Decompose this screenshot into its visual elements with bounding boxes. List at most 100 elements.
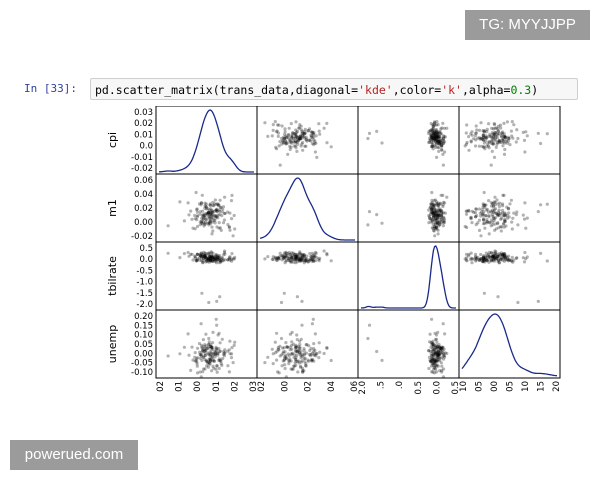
- point-m1-vs-cpi: [210, 208, 214, 212]
- point-m1-vs-tbilrate: [441, 204, 445, 209]
- point-m1-vs-unemp: [484, 214, 488, 218]
- point-tbilrate-vs-m1: [282, 291, 286, 295]
- point-cpi-vs-m1: [300, 133, 305, 137]
- point-tbilrate-vs-cpi: [211, 259, 215, 263]
- point-cpi-vs-m1: [309, 139, 313, 143]
- ytick-label: 0.00: [134, 349, 153, 359]
- point-cpi-vs-m1: [290, 141, 294, 145]
- point-m1-vs-cpi: [214, 202, 218, 206]
- point-cpi-vs-unemp: [483, 129, 487, 133]
- point-m1-vs-tbilrate: [435, 214, 439, 218]
- point-m1-vs-unemp: [496, 214, 500, 218]
- point-cpi-vs-m1: [290, 134, 294, 138]
- point-cpi-vs-m1: [274, 145, 278, 149]
- point-cpi-vs-unemp: [503, 147, 507, 152]
- point-cpi-vs-tbilrate: [432, 130, 436, 135]
- point-unemp-vs-m1: [312, 342, 316, 346]
- axis-label-tbilrate: tbilrate: [106, 256, 119, 296]
- point-unemp-vs-cpi: [201, 370, 205, 374]
- point-cpi-vs-unemp: [497, 138, 502, 142]
- point-cpi-vs-m1: [302, 132, 306, 136]
- point-m1-vs-cpi: [217, 204, 221, 208]
- point-tbilrate-vs-cpi: [228, 258, 232, 262]
- xtick-label: 00: [280, 381, 290, 392]
- point-tbilrate-vs-unemp: [501, 253, 505, 257]
- point-unemp-vs-tbilrate: [434, 345, 438, 350]
- point-m1-vs-cpi: [205, 212, 210, 217]
- point-cpi-vs-m1: [285, 135, 289, 139]
- point-unemp-vs-m1: [304, 351, 308, 355]
- point-cpi-vs-unemp: [483, 147, 487, 151]
- point-m1-vs-unemp: [492, 208, 496, 212]
- point-cpi-vs-m1: [281, 139, 285, 143]
- point-cpi-vs-unemp: [510, 120, 514, 124]
- point-tbilrate-vs-unemp: [499, 257, 503, 261]
- point-cpi-vs-m1: [309, 133, 313, 137]
- point-unemp-vs-cpi: [204, 348, 208, 353]
- point-tbilrate-vs-cpi: [193, 256, 197, 260]
- point-tbilrate-vs-unemp: [477, 258, 481, 263]
- point-cpi-vs-tbilrate: [435, 139, 439, 143]
- point-cpi-vs-unemp: [469, 140, 473, 144]
- point-cpi-vs-tbilrate: [433, 137, 437, 141]
- xtick-label: 15: [537, 381, 547, 392]
- point-cpi-vs-unemp: [479, 136, 483, 140]
- point-unemp-vs-tbilrate: [436, 353, 440, 357]
- point-tbilrate-vs-m1: [292, 258, 296, 262]
- point-unemp-vs-cpi: [223, 350, 227, 355]
- point-m1-vs-tbilrate: [429, 205, 433, 209]
- point-tbilrate-vs-m1: [299, 257, 303, 261]
- point-cpi-vs-m1: [288, 140, 292, 144]
- point-tbilrate-vs-cpi: [202, 250, 206, 254]
- point-cpi-vs-unemp: [474, 138, 478, 142]
- point-m1-vs-cpi: [201, 209, 205, 213]
- point-m1-vs-unemp: [497, 226, 501, 230]
- point-m1-vs-tbilrate: [375, 213, 379, 217]
- point-tbilrate-vs-cpi: [216, 253, 220, 258]
- point-tbilrate-vs-cpi: [231, 257, 235, 261]
- point-unemp-vs-m1: [288, 345, 292, 349]
- point-cpi-vs-tbilrate: [432, 134, 436, 138]
- point-unemp-vs-tbilrate: [375, 349, 379, 354]
- point-cpi-vs-tbilrate: [435, 155, 439, 159]
- code-input[interactable]: pd.scatter_matrix(trans_data,diagonal='k…: [90, 78, 578, 100]
- xtick-label: .0: [395, 381, 405, 389]
- point-unemp-vs-m1: [284, 341, 288, 345]
- point-tbilrate-vs-m1: [308, 252, 312, 256]
- point-tbilrate-vs-unemp: [523, 250, 527, 255]
- point-tbilrate-vs-m1: [285, 258, 289, 262]
- point-unemp-vs-m1: [280, 353, 284, 357]
- point-m1-vs-cpi: [202, 217, 206, 221]
- point-m1-vs-unemp: [502, 213, 506, 217]
- point-unemp-vs-m1: [322, 351, 326, 356]
- point-tbilrate-vs-unemp: [474, 258, 478, 262]
- point-cpi-vs-unemp: [470, 130, 474, 134]
- point-cpi-vs-unemp: [484, 136, 488, 140]
- point-m1-vs-unemp: [464, 212, 469, 216]
- point-m1-vs-cpi: [195, 210, 199, 214]
- point-m1-vs-unemp: [485, 207, 489, 211]
- point-tbilrate-vs-m1: [302, 256, 306, 260]
- point-unemp-vs-cpi: [203, 353, 208, 357]
- point-m1-vs-cpi: [211, 203, 215, 207]
- point-unemp-vs-tbilrate: [435, 357, 439, 362]
- point-m1-vs-tbilrate: [441, 211, 446, 215]
- point-m1-vs-cpi: [208, 208, 212, 212]
- point-unemp-vs-m1: [290, 330, 294, 334]
- point-m1-vs-unemp: [474, 223, 478, 227]
- point-m1-vs-cpi: [210, 216, 214, 220]
- point-cpi-vs-tbilrate: [434, 130, 439, 134]
- point-unemp-vs-cpi: [226, 364, 230, 368]
- point-unemp-vs-cpi: [205, 360, 210, 364]
- point-m1-vs-unemp: [504, 224, 508, 228]
- point-tbilrate-vs-unemp: [496, 259, 500, 263]
- point-unemp-vs-tbilrate: [439, 348, 443, 352]
- point-cpi-vs-m1: [293, 132, 297, 136]
- point-m1-vs-cpi: [214, 214, 218, 218]
- point-cpi-vs-unemp: [481, 134, 485, 138]
- point-cpi-vs-unemp: [499, 134, 503, 138]
- point-unemp-vs-tbilrate: [438, 353, 442, 357]
- point-m1-vs-unemp: [470, 209, 474, 213]
- point-m1-vs-cpi: [186, 201, 190, 205]
- point-m1-vs-tbilrate: [439, 208, 443, 212]
